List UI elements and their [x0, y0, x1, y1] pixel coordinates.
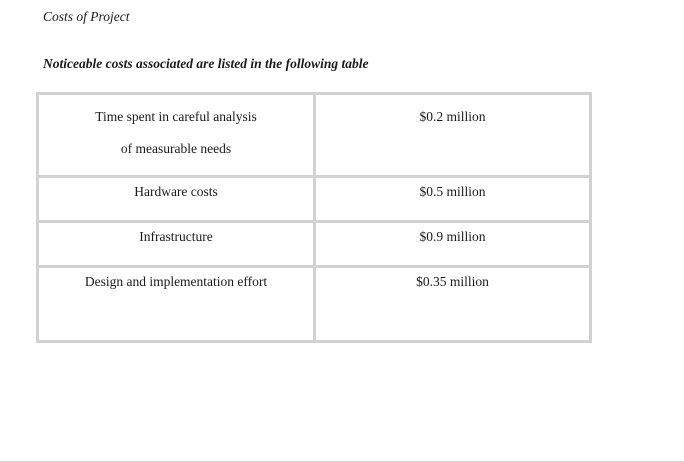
- cost-value-cell: $0.9 million: [313, 220, 592, 268]
- document-heading: Costs of Project: [43, 9, 130, 24]
- table-row: Infrastructure $0.9 million: [36, 220, 592, 268]
- cost-value: $0.2 million: [419, 109, 486, 124]
- cost-item-cell: Infrastructure: [36, 220, 316, 268]
- cost-value-cell: $0.2 million: [313, 92, 592, 178]
- cost-value: $0.35 million: [416, 274, 489, 289]
- cost-value: $0.5 million: [419, 184, 486, 199]
- cost-value-cell: $0.5 million: [313, 175, 592, 223]
- cost-item: Hardware costs: [134, 184, 218, 199]
- costs-table: Time spent in careful analysis of measur…: [36, 92, 592, 343]
- cost-item: Design and implementation effort: [84, 274, 268, 289]
- cost-item-cell: Design and implementation effort: [36, 265, 316, 343]
- cost-item-line: Time spent in careful analysis: [95, 109, 257, 124]
- cost-value-cell: $0.35 million: [313, 265, 592, 343]
- cost-value: $0.9 million: [419, 229, 486, 244]
- cost-item-line: of measurable needs: [120, 141, 232, 156]
- table-row: Time spent in careful analysis of measur…: [36, 92, 592, 178]
- table-row: Hardware costs $0.5 million: [36, 175, 592, 223]
- table-row: Design and implementation effort $0.35 m…: [36, 265, 592, 343]
- cost-item: Infrastructure: [139, 229, 213, 244]
- cost-item-cell: Hardware costs: [36, 175, 316, 223]
- cost-item-cell: Time spent in careful analysis of measur…: [36, 92, 316, 178]
- intro-text: Noticeable costs associated are listed i…: [43, 56, 369, 71]
